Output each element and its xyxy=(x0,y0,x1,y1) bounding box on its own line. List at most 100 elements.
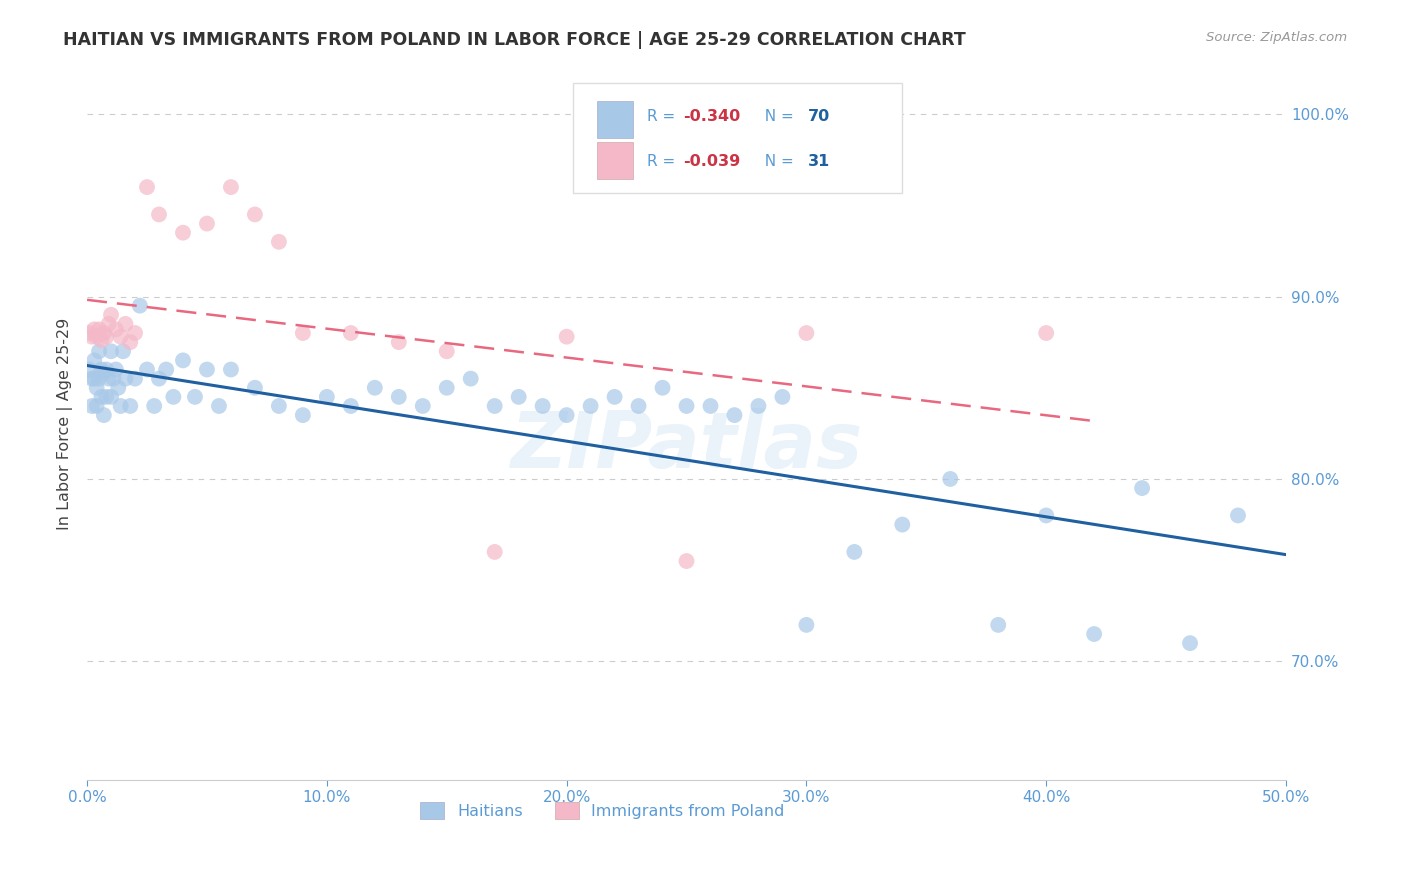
Point xyxy=(315,390,337,404)
Point xyxy=(267,235,290,249)
Point xyxy=(1178,636,1201,650)
Point xyxy=(100,308,122,322)
Point xyxy=(97,371,120,385)
Point xyxy=(112,344,135,359)
Point xyxy=(155,362,177,376)
Point xyxy=(86,399,108,413)
Point xyxy=(388,390,411,404)
Point xyxy=(603,390,626,404)
Point xyxy=(79,362,101,376)
Text: -0.039: -0.039 xyxy=(683,154,740,169)
Point xyxy=(555,329,578,343)
Point xyxy=(208,399,231,413)
Point xyxy=(114,317,136,331)
FancyBboxPatch shape xyxy=(596,101,633,137)
Point xyxy=(484,545,506,559)
Point xyxy=(83,371,105,385)
Point xyxy=(340,399,363,413)
Point xyxy=(93,326,115,340)
Point xyxy=(96,390,118,404)
Point xyxy=(219,180,242,194)
Point xyxy=(104,362,127,376)
Point xyxy=(87,371,110,385)
Point xyxy=(80,329,103,343)
Point xyxy=(80,399,103,413)
Point xyxy=(79,326,101,340)
Point xyxy=(364,381,387,395)
Point xyxy=(148,207,170,221)
Point xyxy=(436,344,458,359)
Point xyxy=(97,317,120,331)
Point xyxy=(136,180,159,194)
Point xyxy=(96,362,118,376)
Point xyxy=(627,399,650,413)
Point xyxy=(104,322,127,336)
Point xyxy=(107,381,129,395)
Point xyxy=(699,399,721,413)
Point xyxy=(675,554,697,568)
Point xyxy=(93,366,115,380)
Point xyxy=(103,371,125,385)
Point xyxy=(80,371,103,385)
Text: Source: ZipAtlas.com: Source: ZipAtlas.com xyxy=(1206,31,1347,45)
Point xyxy=(143,399,166,413)
Point xyxy=(110,399,132,413)
Point xyxy=(987,618,1010,632)
Point xyxy=(939,472,962,486)
Point xyxy=(1227,508,1250,523)
Point xyxy=(83,353,105,368)
Text: -0.340: -0.340 xyxy=(683,109,740,124)
Text: 31: 31 xyxy=(807,154,830,169)
Point xyxy=(83,322,105,336)
Point xyxy=(508,390,530,404)
Point xyxy=(128,299,150,313)
Point xyxy=(579,399,602,413)
Text: 70: 70 xyxy=(807,109,830,124)
Point xyxy=(531,399,554,413)
Point xyxy=(184,390,207,404)
Point xyxy=(1035,508,1057,523)
Point xyxy=(891,517,914,532)
Point xyxy=(412,399,434,413)
Text: R =: R = xyxy=(647,154,681,169)
Point xyxy=(172,353,194,368)
Text: N =: N = xyxy=(755,109,799,124)
Point xyxy=(90,390,112,404)
Point xyxy=(96,329,118,343)
Point xyxy=(136,362,159,376)
Point xyxy=(100,390,122,404)
Point xyxy=(114,371,136,385)
Point xyxy=(120,335,142,350)
Y-axis label: In Labor Force | Age 25-29: In Labor Force | Age 25-29 xyxy=(58,318,73,531)
Point xyxy=(651,381,673,395)
Point xyxy=(120,399,142,413)
Point xyxy=(243,381,266,395)
Point xyxy=(484,399,506,413)
Point xyxy=(124,371,146,385)
FancyBboxPatch shape xyxy=(596,143,633,179)
Text: N =: N = xyxy=(755,154,799,169)
Point xyxy=(195,217,218,231)
Point xyxy=(195,362,218,376)
Point xyxy=(90,362,112,376)
Point xyxy=(86,329,108,343)
Point xyxy=(86,381,108,395)
Point xyxy=(555,408,578,422)
Point xyxy=(436,381,458,395)
Point xyxy=(267,399,290,413)
Point xyxy=(148,371,170,385)
Point xyxy=(796,326,818,340)
Point xyxy=(100,344,122,359)
Legend: Haitians, Immigrants from Poland: Haitians, Immigrants from Poland xyxy=(413,796,792,825)
Point xyxy=(1083,627,1105,641)
Point xyxy=(770,390,793,404)
Point xyxy=(844,545,866,559)
Point xyxy=(110,329,132,343)
Point xyxy=(219,362,242,376)
Point xyxy=(243,207,266,221)
Text: HAITIAN VS IMMIGRANTS FROM POLAND IN LABOR FORCE | AGE 25-29 CORRELATION CHART: HAITIAN VS IMMIGRANTS FROM POLAND IN LAB… xyxy=(63,31,966,49)
FancyBboxPatch shape xyxy=(572,83,903,193)
Point xyxy=(723,408,745,422)
Text: ZIPatlas: ZIPatlas xyxy=(510,408,863,483)
Point xyxy=(87,344,110,359)
